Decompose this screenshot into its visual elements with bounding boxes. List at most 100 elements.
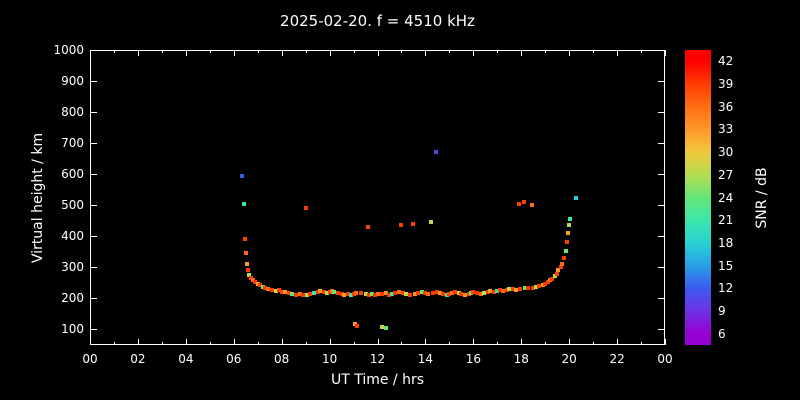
x-tick (521, 50, 523, 56)
data-point (266, 287, 271, 292)
data-point (383, 291, 388, 296)
x-minor-tick (401, 50, 403, 53)
y-tick (658, 112, 664, 114)
y-tick-label: 200 (61, 291, 84, 306)
data-point (563, 249, 568, 254)
x-minor-tick (257, 50, 259, 53)
data-point (501, 288, 506, 293)
data-point (247, 272, 252, 277)
data-point (303, 206, 308, 211)
data-point (262, 286, 267, 291)
y-tick (91, 298, 97, 300)
data-point (449, 291, 454, 296)
data-point (242, 237, 247, 242)
data-point (556, 268, 561, 273)
y-tick (658, 298, 664, 300)
data-point (283, 290, 288, 295)
y-tick-label: 400 (61, 229, 84, 244)
data-point (353, 291, 358, 296)
data-point (270, 287, 275, 292)
x-minor-tick (257, 342, 259, 345)
y-tick-label: 800 (61, 105, 84, 120)
data-point (290, 291, 295, 296)
data-point (504, 287, 509, 292)
x-tick-label: 02 (130, 352, 146, 366)
x-tick (329, 50, 331, 56)
x-tick (473, 339, 475, 345)
data-point (277, 288, 282, 293)
y-tick (91, 329, 97, 331)
data-point (380, 324, 385, 329)
data-point (253, 280, 258, 285)
data-point (327, 289, 332, 294)
x-tick (137, 50, 139, 56)
data-point (435, 289, 440, 294)
data-point (552, 274, 557, 279)
data-point (400, 290, 405, 295)
data-point (411, 221, 416, 226)
data-point (416, 291, 421, 296)
x-minor-tick (209, 50, 211, 53)
colorbar-tick-label: 12 (718, 281, 734, 296)
data-point (574, 195, 579, 200)
data-point (510, 287, 515, 292)
colorbar-tick-label: 36 (718, 99, 734, 114)
data-point (434, 150, 439, 155)
data-point (393, 291, 398, 296)
x-minor-tick (497, 50, 499, 53)
data-point (315, 289, 320, 294)
data-point (301, 293, 306, 298)
x-minor-tick (209, 342, 211, 345)
data-point (437, 290, 442, 295)
data-point (507, 286, 512, 291)
data-point (397, 289, 402, 294)
data-point (241, 201, 246, 206)
x-tick-label: 14 (417, 352, 434, 366)
colorbar-tick-label: 42 (718, 54, 734, 69)
data-point (531, 285, 536, 290)
data-point (399, 223, 404, 228)
data-point (456, 290, 461, 295)
colorbar-tick-label: 30 (718, 145, 734, 160)
data-point (468, 291, 473, 296)
data-point (308, 291, 313, 296)
data-point (355, 323, 360, 328)
data-point (249, 275, 253, 280)
x-tick (377, 50, 379, 56)
data-point (339, 291, 344, 296)
data-point (474, 290, 479, 295)
data-point (430, 291, 435, 296)
y-tick (91, 50, 97, 51)
y-tick (658, 143, 664, 145)
data-point (530, 203, 535, 208)
x-tick (473, 50, 475, 56)
data-point (304, 292, 309, 297)
data-point (466, 292, 471, 297)
y-tick (91, 236, 97, 238)
data-point (373, 293, 378, 298)
y-tick-label: 700 (61, 136, 84, 151)
data-point (497, 288, 502, 293)
data-point (537, 284, 542, 288)
plot-area (90, 50, 665, 345)
x-tick-label: 06 (226, 352, 242, 366)
x-minor-tick (113, 342, 115, 345)
data-point (260, 284, 265, 289)
data-point (258, 283, 263, 288)
x-tick-label: 00 (82, 352, 98, 366)
data-point (321, 290, 326, 295)
x-tick (425, 339, 427, 345)
x-tick-label: 16 (465, 352, 481, 366)
data-point (567, 222, 572, 227)
data-point (318, 288, 322, 293)
data-point (351, 292, 356, 297)
colorbar-tick-label: 24 (718, 190, 734, 205)
x-tick (665, 50, 666, 56)
data-point (243, 251, 248, 256)
x-tick (185, 50, 187, 56)
y-tick (658, 236, 664, 238)
x-tick (185, 339, 187, 345)
x-minor-tick (305, 342, 307, 345)
x-tick-label: 08 (274, 352, 290, 366)
